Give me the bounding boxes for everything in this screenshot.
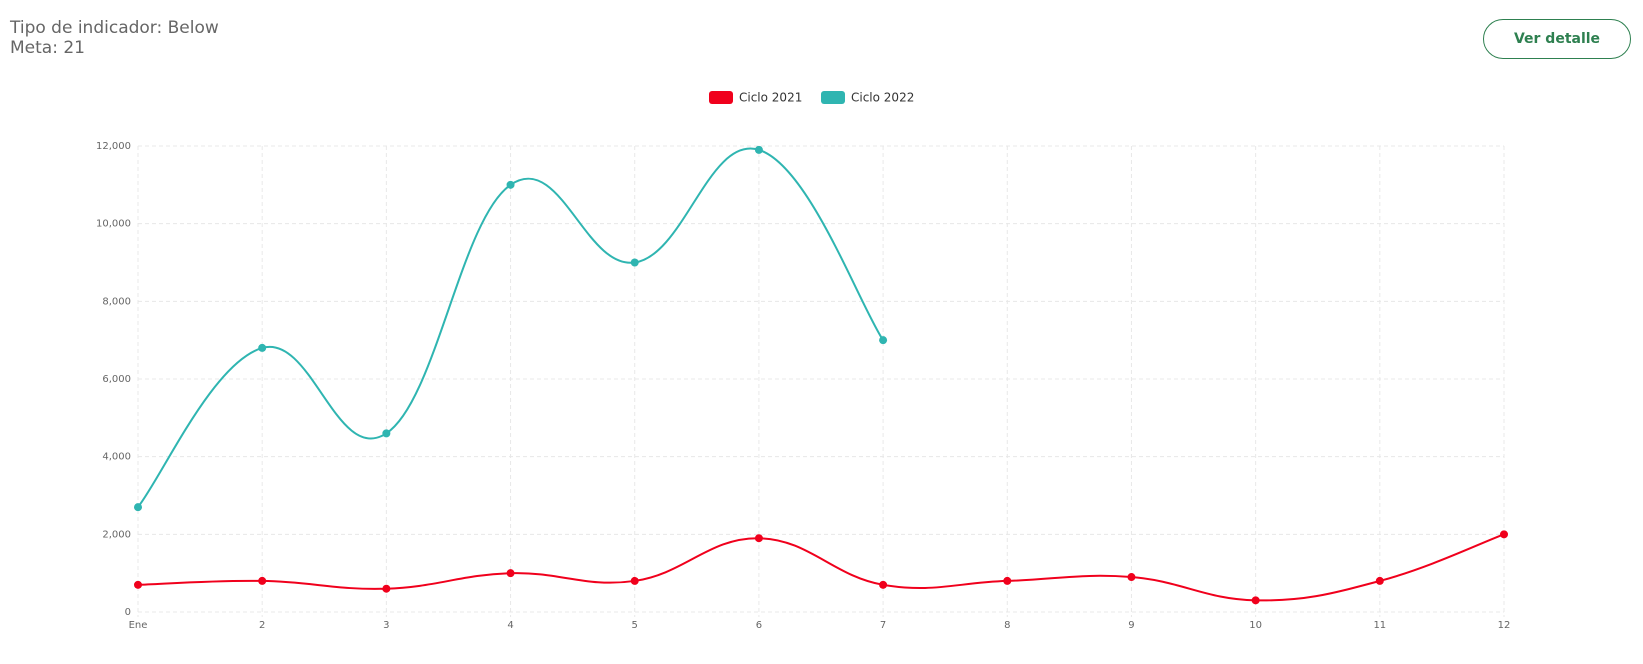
x-tick-label: 4 xyxy=(507,620,513,631)
x-tick-label: 12 xyxy=(1498,620,1511,631)
x-tick-label: 9 xyxy=(1128,620,1134,631)
x-tick-label: 7 xyxy=(880,620,886,631)
x-tick-label: 5 xyxy=(632,620,638,631)
y-tick-label: 8,000 xyxy=(102,296,131,307)
legend-label: Ciclo 2022 xyxy=(851,91,914,105)
data-point xyxy=(506,569,515,578)
data-point xyxy=(1251,596,1260,605)
data-point xyxy=(1127,573,1136,582)
data-point xyxy=(382,429,391,438)
data-point xyxy=(879,580,888,589)
legend-swatch xyxy=(821,91,845,104)
x-tick-label: Ene xyxy=(129,620,148,631)
x-tick-label: 8 xyxy=(1004,620,1010,631)
y-tick-label: 12,000 xyxy=(96,141,131,152)
x-tick-label: 10 xyxy=(1249,620,1262,631)
data-point xyxy=(258,343,267,352)
indicator-type: Tipo de indicador: Below xyxy=(10,18,219,38)
data-point xyxy=(630,576,639,585)
data-point xyxy=(754,534,763,543)
data-point xyxy=(1375,576,1384,585)
data-point xyxy=(630,258,639,267)
data-point xyxy=(1003,576,1012,585)
legend-label: Ciclo 2021 xyxy=(739,91,802,105)
x-tick-label: 2 xyxy=(259,620,265,631)
x-tick-label: 6 xyxy=(756,620,762,631)
data-point xyxy=(258,576,267,585)
data-point xyxy=(134,580,142,589)
y-tick-label: 10,000 xyxy=(96,219,131,230)
y-tick-label: 6,000 xyxy=(102,374,131,385)
y-tick-label: 0 xyxy=(125,607,131,618)
x-tick-label: 3 xyxy=(383,620,389,631)
data-point xyxy=(1500,530,1508,539)
data-point xyxy=(506,180,515,189)
y-tick-label: 4,000 xyxy=(102,452,131,463)
legend-swatch xyxy=(709,91,733,104)
x-tick-label: 11 xyxy=(1373,620,1386,631)
header: Tipo de indicador: Below Meta: 21 xyxy=(10,18,219,58)
data-point xyxy=(134,503,142,512)
y-tick-label: 2,000 xyxy=(102,529,131,540)
detail-button[interactable]: Ver detalle xyxy=(1483,19,1631,59)
data-point xyxy=(382,584,391,593)
goal: Meta: 21 xyxy=(10,38,85,58)
data-point xyxy=(879,336,888,345)
series-line xyxy=(137,533,1505,602)
data-point xyxy=(754,145,763,154)
